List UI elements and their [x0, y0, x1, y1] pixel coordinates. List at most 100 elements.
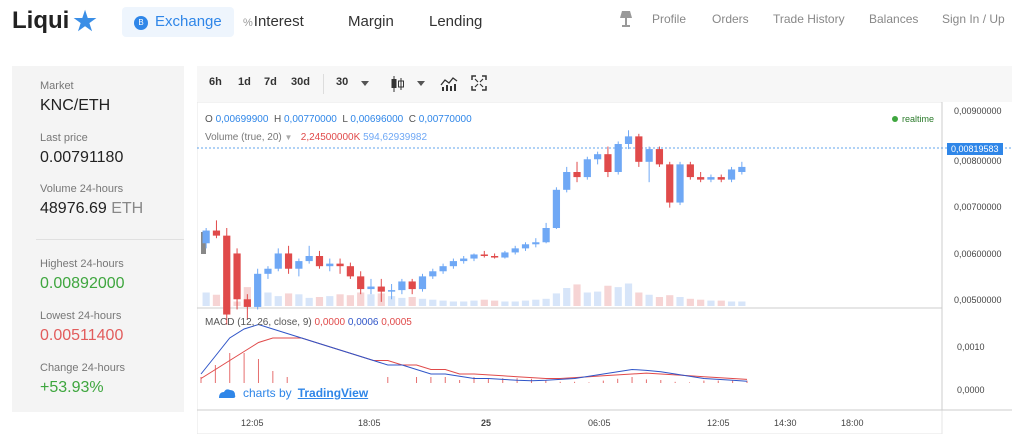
lamp-icon[interactable] — [619, 10, 633, 28]
volume-bar — [707, 300, 715, 306]
high-label: Highest 24-hours — [40, 258, 124, 270]
price-axis-label: 0,00500000 — [954, 295, 1002, 305]
candle-body — [727, 169, 736, 180]
high-value: 0.00892000 — [40, 275, 125, 292]
sidebar-divider — [36, 239, 184, 240]
volume-bar — [532, 299, 540, 306]
chart-type-chevron-down-icon[interactable] — [417, 81, 425, 86]
macd-value-c: 0,0005 — [381, 317, 412, 328]
volume-bar — [408, 297, 416, 306]
candle-body — [439, 266, 447, 272]
candlestick-type-icon[interactable] — [390, 75, 404, 93]
volume-bar — [284, 293, 293, 306]
interval-chevron-down-icon[interactable] — [361, 81, 369, 86]
volume-bar — [315, 297, 324, 306]
macd-value-b: 0,0006 — [347, 317, 379, 328]
candle-body — [418, 276, 427, 290]
volume-bar — [727, 301, 736, 306]
chart-canvas[interactable] — [197, 102, 1012, 434]
volume-unit: ETH — [111, 200, 144, 217]
price-axis-label: 0,00600000 — [954, 249, 1002, 259]
candle-body — [367, 286, 375, 290]
volume-bar — [470, 300, 478, 306]
timeframe-6h-button[interactable]: 6h — [209, 76, 222, 88]
tradingview-cloud-icon — [219, 389, 236, 398]
nav-exchange-label: Exchange — [155, 13, 222, 30]
candle-body — [666, 164, 674, 203]
fullscreen-icon[interactable] — [471, 75, 487, 91]
candle-body — [686, 164, 694, 178]
volume-legend-chevron-down-icon[interactable]: ▼ — [284, 133, 293, 142]
candle-body — [511, 248, 519, 253]
nav-orders[interactable]: Orders — [712, 12, 749, 26]
candle-body — [357, 276, 365, 290]
volume-legend-value-b: 594,62939982 — [363, 132, 428, 143]
volume-bar — [511, 301, 519, 306]
volume-bar — [336, 294, 344, 306]
candle-body — [542, 228, 550, 243]
volume-bar — [583, 292, 591, 306]
interval-select[interactable]: 30 — [336, 76, 349, 88]
indicators-icon[interactable] — [440, 75, 458, 91]
volume-bar — [480, 299, 488, 306]
candle-body — [387, 290, 396, 292]
candle-body — [624, 136, 633, 144]
volume-bar — [624, 283, 633, 306]
branding-name[interactable]: TradingView — [297, 386, 369, 400]
nav-profile[interactable]: Profile — [652, 12, 687, 26]
candle-body — [274, 253, 282, 269]
candle-body — [738, 166, 746, 172]
volume-legend-label: Volume (true, 20) — [205, 132, 282, 143]
candle-body — [604, 154, 612, 172]
top-navigation-bar: Liqui ★ B Exchange % Interest Margin Lendi… — [0, 0, 1024, 44]
timeframe-1d-button[interactable]: 1d — [238, 76, 251, 88]
time-axis-label: 18:05 — [358, 418, 381, 428]
time-axis-label: 25 — [481, 418, 492, 428]
nav-lending[interactable]: Lending — [429, 13, 483, 30]
logo[interactable]: Liqui ★ — [12, 7, 97, 35]
time-axis-label: 06:05 — [588, 418, 611, 428]
macd-axis-label: 0,0000 — [957, 385, 985, 395]
candle-body — [707, 177, 715, 180]
candle-body — [697, 177, 705, 180]
volume-bar — [738, 301, 746, 306]
change-value: +53.93% — [40, 379, 104, 396]
macd-value-a: 0,0000 — [314, 317, 346, 328]
candle-body — [305, 256, 313, 262]
ohlc-legend: O 0,00699900 H 0,00770000 L 0,00696000 C… — [205, 114, 472, 125]
last-price-label: Last price — [40, 132, 88, 144]
candle-body — [233, 253, 241, 300]
candle-body — [532, 242, 540, 245]
candle-body — [377, 286, 385, 292]
volume-bar — [594, 291, 602, 306]
candle-body — [552, 189, 561, 228]
timeframe-30d-button[interactable]: 30d — [291, 76, 310, 88]
nav-margin[interactable]: Margin — [348, 13, 394, 30]
low-value: 0.00511400 — [40, 327, 124, 344]
volume-bar — [295, 294, 303, 306]
candle-body — [346, 266, 354, 277]
tradingview-branding[interactable]: charts by TradingView — [217, 386, 368, 400]
candle-body — [264, 268, 272, 274]
candle-body — [326, 263, 334, 267]
ohlc-low-label: L — [342, 114, 348, 125]
price-axis-label: 0,00700000 — [954, 202, 1002, 212]
chart-background — [197, 102, 943, 434]
nav-exchange[interactable]: B Exchange — [122, 7, 234, 37]
change-label: Change 24-hours — [40, 362, 126, 374]
timeframe-7d-button[interactable]: 7d — [264, 76, 277, 88]
last-price-value: 0.00791180 — [40, 149, 124, 166]
logo-text: Liqui — [12, 7, 70, 34]
volume-bar — [305, 297, 313, 306]
nav-sign-in[interactable]: Sign In / Up — [942, 12, 1005, 26]
candle-body — [717, 177, 725, 180]
volume-legend[interactable]: Volume (true, 20) ▼ 2,24500000K 594,6293… — [205, 132, 427, 143]
volume-bar — [357, 292, 365, 306]
nav-trade-history[interactable]: Trade History — [773, 12, 845, 26]
nav-interest[interactable]: % Interest — [243, 7, 304, 37]
trading-chart[interactable]: 6h 1d 7d 30d 30 O 0,00699900 H 0,007700 — [197, 66, 1012, 434]
volume-bar — [717, 300, 725, 306]
volume-bar — [264, 292, 272, 306]
volume-bar — [686, 298, 694, 306]
nav-balances[interactable]: Balances — [869, 12, 919, 26]
